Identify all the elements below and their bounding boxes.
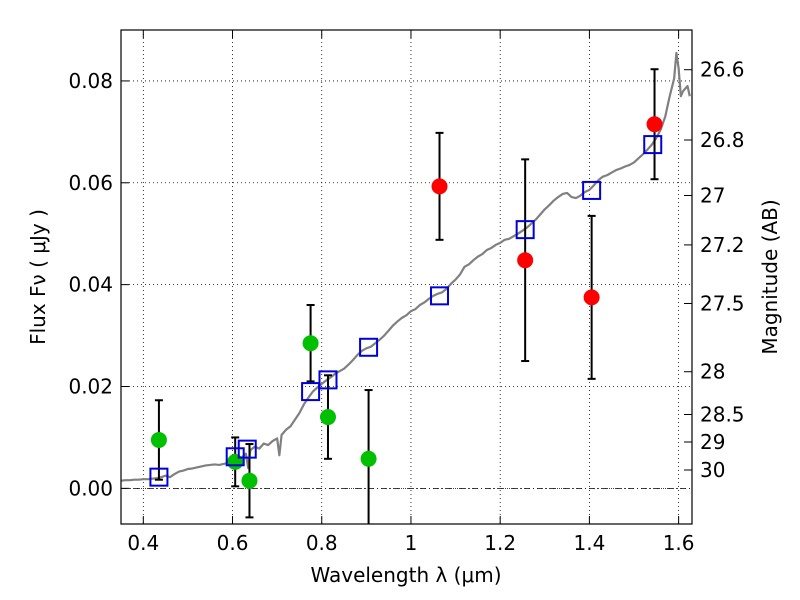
plot-frame <box>120 29 693 525</box>
y-tick-label: 0.08 <box>68 69 113 93</box>
data-point <box>517 252 534 269</box>
model-photometry-square <box>149 467 169 487</box>
x-tick-label: 1 <box>405 531 418 555</box>
y-axis-label: Flux Fν ( μJy ) <box>26 209 50 345</box>
x-tick-label: 1.4 <box>573 531 605 555</box>
model-photometry-square <box>318 370 338 390</box>
model-photometry-square <box>237 439 257 459</box>
data-point <box>150 431 167 448</box>
y-tick-label: 0.02 <box>68 374 113 398</box>
right-tick-label: 27 <box>700 184 725 208</box>
y-tick-label: 0.06 <box>68 171 113 195</box>
model-photometry-square <box>582 180 602 200</box>
data-point <box>360 450 377 467</box>
y-tick-label: 0.00 <box>68 476 113 500</box>
tick-layer: 0.4 0.6 0.8 1 1.2 1.4 1.6 0.00 0.02 0.04 0.06 0.08 2… <box>68 30 745 555</box>
right-tick-label: 28 <box>700 360 725 384</box>
axis-label-layer: Wavelength λ (μm) Flux Fν ( μJy ) Magnit… <box>26 199 782 587</box>
right-tick-label: 29 <box>700 430 725 454</box>
right-tick-label: 26.6 <box>700 58 745 82</box>
right-tick-label: 28.5 <box>700 403 745 427</box>
data-point <box>302 335 319 352</box>
right-tick-label: 27.5 <box>700 291 745 315</box>
x-axis-label: Wavelength λ (μm) <box>310 563 501 587</box>
model-photometry-square <box>430 286 450 306</box>
y-tick-label: 0.04 <box>68 273 113 297</box>
x-tick-label: 0.4 <box>127 531 159 555</box>
model-photometry-square <box>643 135 663 155</box>
data-layer <box>121 51 691 524</box>
data-point <box>431 178 448 195</box>
data-point <box>583 289 600 306</box>
right-axis-label: Magnitude (AB) <box>758 199 782 354</box>
model-photometry-square <box>301 382 321 402</box>
x-tick-label: 1.2 <box>484 531 516 555</box>
data-point <box>241 472 258 489</box>
right-tick-label: 27.2 <box>700 233 745 257</box>
x-tick-label: 0.8 <box>306 531 338 555</box>
data-point <box>646 116 663 133</box>
x-tick-label: 1.6 <box>663 531 695 555</box>
model-photometry-square <box>515 220 535 240</box>
data-point <box>227 453 244 470</box>
model-spectrum-line <box>121 51 691 482</box>
right-tick-label: 30 <box>700 458 725 482</box>
x-tick-label: 0.6 <box>217 531 249 555</box>
model-photometry-square <box>359 337 379 357</box>
right-tick-label: 26.8 <box>700 128 745 152</box>
data-point <box>319 409 336 426</box>
